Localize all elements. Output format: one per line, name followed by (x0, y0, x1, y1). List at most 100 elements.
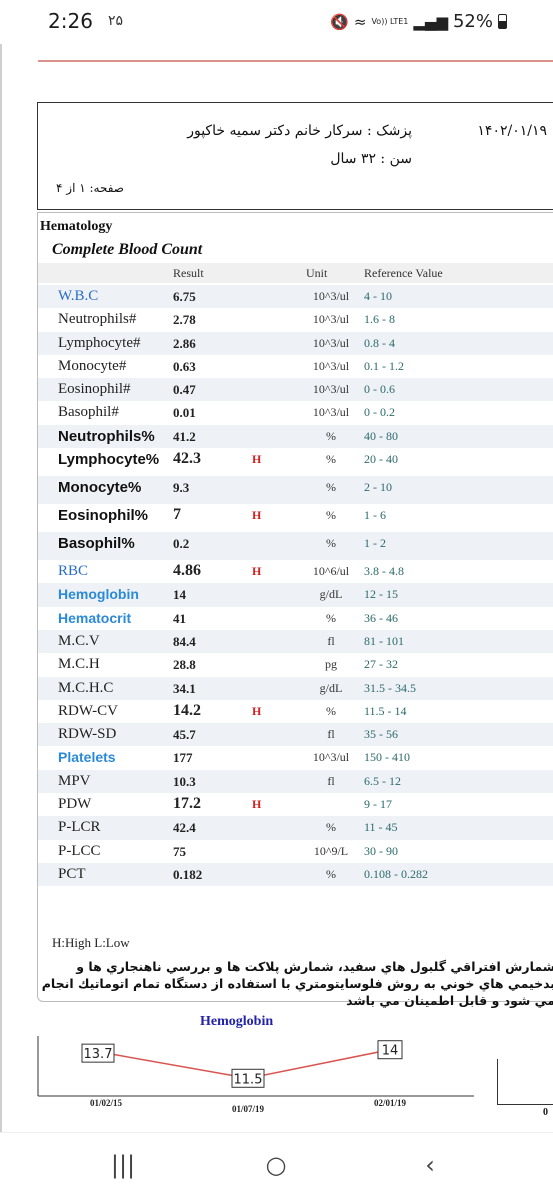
reference-range: 0 - 0.2 (364, 405, 395, 420)
result-row: Platelets 177 10^3/ul 150 - 410 (38, 746, 553, 769)
page-edge (0, 44, 2, 1132)
lab-report-document[interactable]: ۱۴۰۲/۰۱/۱۹ پزشک : سرکار خانم دکتر سمیه خ… (0, 44, 553, 1132)
test-name: Eosinophil# (58, 381, 131, 398)
result-row: PDW 17.2 H 9 - 17 (38, 793, 553, 816)
result-row: Eosinophil# 0.47 10^3/ul 0 - 0.6 (38, 378, 553, 402)
result-row: Monocyte% 9.3% 2 - 10 (38, 476, 553, 505)
results-panel: Hematology Complete Blood Count Result U… (37, 212, 553, 1008)
test-unit: % (326, 508, 336, 523)
reference-range: 4 - 10 (364, 289, 392, 303)
test-result: 0.01 (173, 405, 196, 421)
test-unit: g/dL (319, 587, 343, 602)
result-row: RBC 4.86 H 10^6/ul 3.8 - 4.8 (38, 560, 553, 583)
result-row: Hematocrit 41% 36 - 46 (38, 607, 553, 630)
result-row: RDW-SD 45.7 fl 35 - 56 (38, 723, 553, 747)
test-result: 14.2 (173, 701, 201, 719)
next-chart-label: 0 (543, 1107, 548, 1118)
test-unit: % (326, 536, 336, 551)
home-button[interactable]: ○ (265, 1151, 287, 1179)
panel-title: Complete Blood Count (52, 241, 203, 258)
test-result: 6.75 (173, 289, 196, 304)
test-unit: 10^3/ul (312, 289, 350, 303)
test-name: Eosinophil% (58, 507, 148, 525)
result-row: PCT 0.182% 0.108 - 0.282 (38, 862, 553, 887)
result-row: Eosinophil% 7 H% 1 - 6 (38, 504, 553, 532)
test-unit: pg (325, 657, 337, 672)
test-result: 7 (173, 506, 181, 524)
reference-range: 150 - 410 (364, 750, 410, 765)
clock: 2:26 (48, 9, 93, 33)
test-unit: % (326, 452, 336, 467)
reference-range: 12 - 15 (364, 587, 398, 602)
test-name: Platelets (58, 749, 116, 766)
results-table: W.B.C 6.75 10^3/ul 4 - 10 Neutrophils# 2.78 10… (38, 285, 553, 887)
test-name: M.C.H.C (58, 679, 114, 696)
status-icons: 🔇 ≈ Vo)) LTE1 ▂▄▆ 52% (330, 11, 507, 32)
test-unit: 10^6/ul (312, 564, 350, 579)
test-result: 10.3 (173, 773, 196, 789)
test-name: M.C.H (58, 656, 100, 673)
wifi-icon: ≈ (353, 12, 367, 31)
column-headers: Result Unit Reference Value (38, 263, 553, 283)
notification-count: ۲۵ (108, 13, 124, 29)
reference-range: 3.8 - 4.8 (364, 564, 404, 579)
reference-range: 31.5 - 34.5 (364, 680, 416, 695)
test-unit: 10^3/ul (312, 312, 350, 327)
col-unit: Unit (306, 266, 328, 280)
test-result: 0.2 (173, 536, 190, 552)
test-result: 9.3 (173, 480, 190, 496)
test-name: M.C.V (58, 632, 100, 649)
test-unit: fl (327, 727, 335, 742)
reference-range: 11.5 - 14 (364, 703, 407, 718)
result-row: M.C.V 84.4 fl 81 - 101 (38, 629, 553, 654)
data-label-box (231, 1068, 265, 1088)
col-reference: Reference Value (364, 266, 443, 280)
hemoglobin-trend-chart: 13.7 01/02/15 11.5 01/07/19 14 02/01/19 (36, 1034, 476, 1114)
result-row: Basophil# 0.01 10^3/ul 0 - 0.2 (38, 401, 553, 424)
patient-age: سن : ۳۲ سال (330, 151, 412, 167)
flag-legend: H:High L:Low (52, 935, 130, 950)
reference-range: 0 - 0.6 (364, 382, 395, 397)
result-row: M.C.H 28.8 pg 27 - 32 (38, 653, 553, 676)
test-name: Hemoglobin (58, 586, 139, 603)
back-button[interactable]: ‹ (425, 1151, 435, 1179)
result-row: MPV 10.3 fl 6.5 - 12 (38, 769, 553, 794)
abnormal-flag: H (252, 564, 262, 579)
test-result: 14 (173, 587, 186, 603)
test-unit: 10^3/ul (312, 750, 350, 765)
chart-title: Hemoglobin (200, 1014, 274, 1029)
reference-range: 2 - 10 (364, 480, 392, 495)
data-label: 14 (382, 1044, 399, 1059)
reference-range: 35 - 56 (364, 727, 398, 742)
test-result: 177 (173, 750, 193, 766)
reference-range: 40 - 80 (364, 428, 398, 443)
recents-button[interactable]: ||| (110, 1151, 136, 1179)
test-name: P-LCC (58, 842, 101, 859)
test-name: Monocyte% (58, 479, 142, 497)
data-label: 13.7 (84, 1047, 113, 1062)
test-name: PDW (58, 796, 92, 813)
test-result: 42.3 (173, 450, 201, 468)
test-result: 2.78 (173, 312, 196, 328)
header-divider (38, 60, 553, 62)
result-row: Neutrophils# 2.78 10^3/ul 1.6 - 8 (38, 308, 553, 331)
battery-percent: 52% (452, 11, 493, 32)
x-tick-label: 02/01/19 (374, 1098, 407, 1108)
reference-range: 81 - 101 (364, 633, 404, 648)
trend-svg: 13.7 01/02/15 11.5 01/07/19 14 02/01/19 (37, 1036, 474, 1114)
reference-range: 11 - 45 (364, 820, 398, 835)
test-result: 45.7 (173, 727, 196, 743)
reference-range: 1 - 6 (364, 508, 386, 523)
test-result: 0.182 (173, 866, 203, 882)
test-result: 0.63 (173, 358, 196, 374)
result-row: Lymphocyte% 42.3 H% 20 - 40 (38, 448, 553, 476)
test-unit: % (326, 610, 336, 625)
doctor-name: پزشک : سرکار خانم دکتر سمیه خاکپور (187, 123, 412, 139)
abnormal-flag: H (252, 703, 262, 718)
signal-icon: ▂▄▆ (413, 12, 448, 31)
test-result: 41.2 (173, 428, 196, 444)
test-unit: 10^3/ul (312, 382, 350, 397)
result-row: Monocyte# 0.63 10^3/ul 0.1 - 1.2 (38, 355, 553, 378)
test-result: 2.86 (173, 335, 196, 351)
abnormal-flag: H (252, 508, 262, 523)
